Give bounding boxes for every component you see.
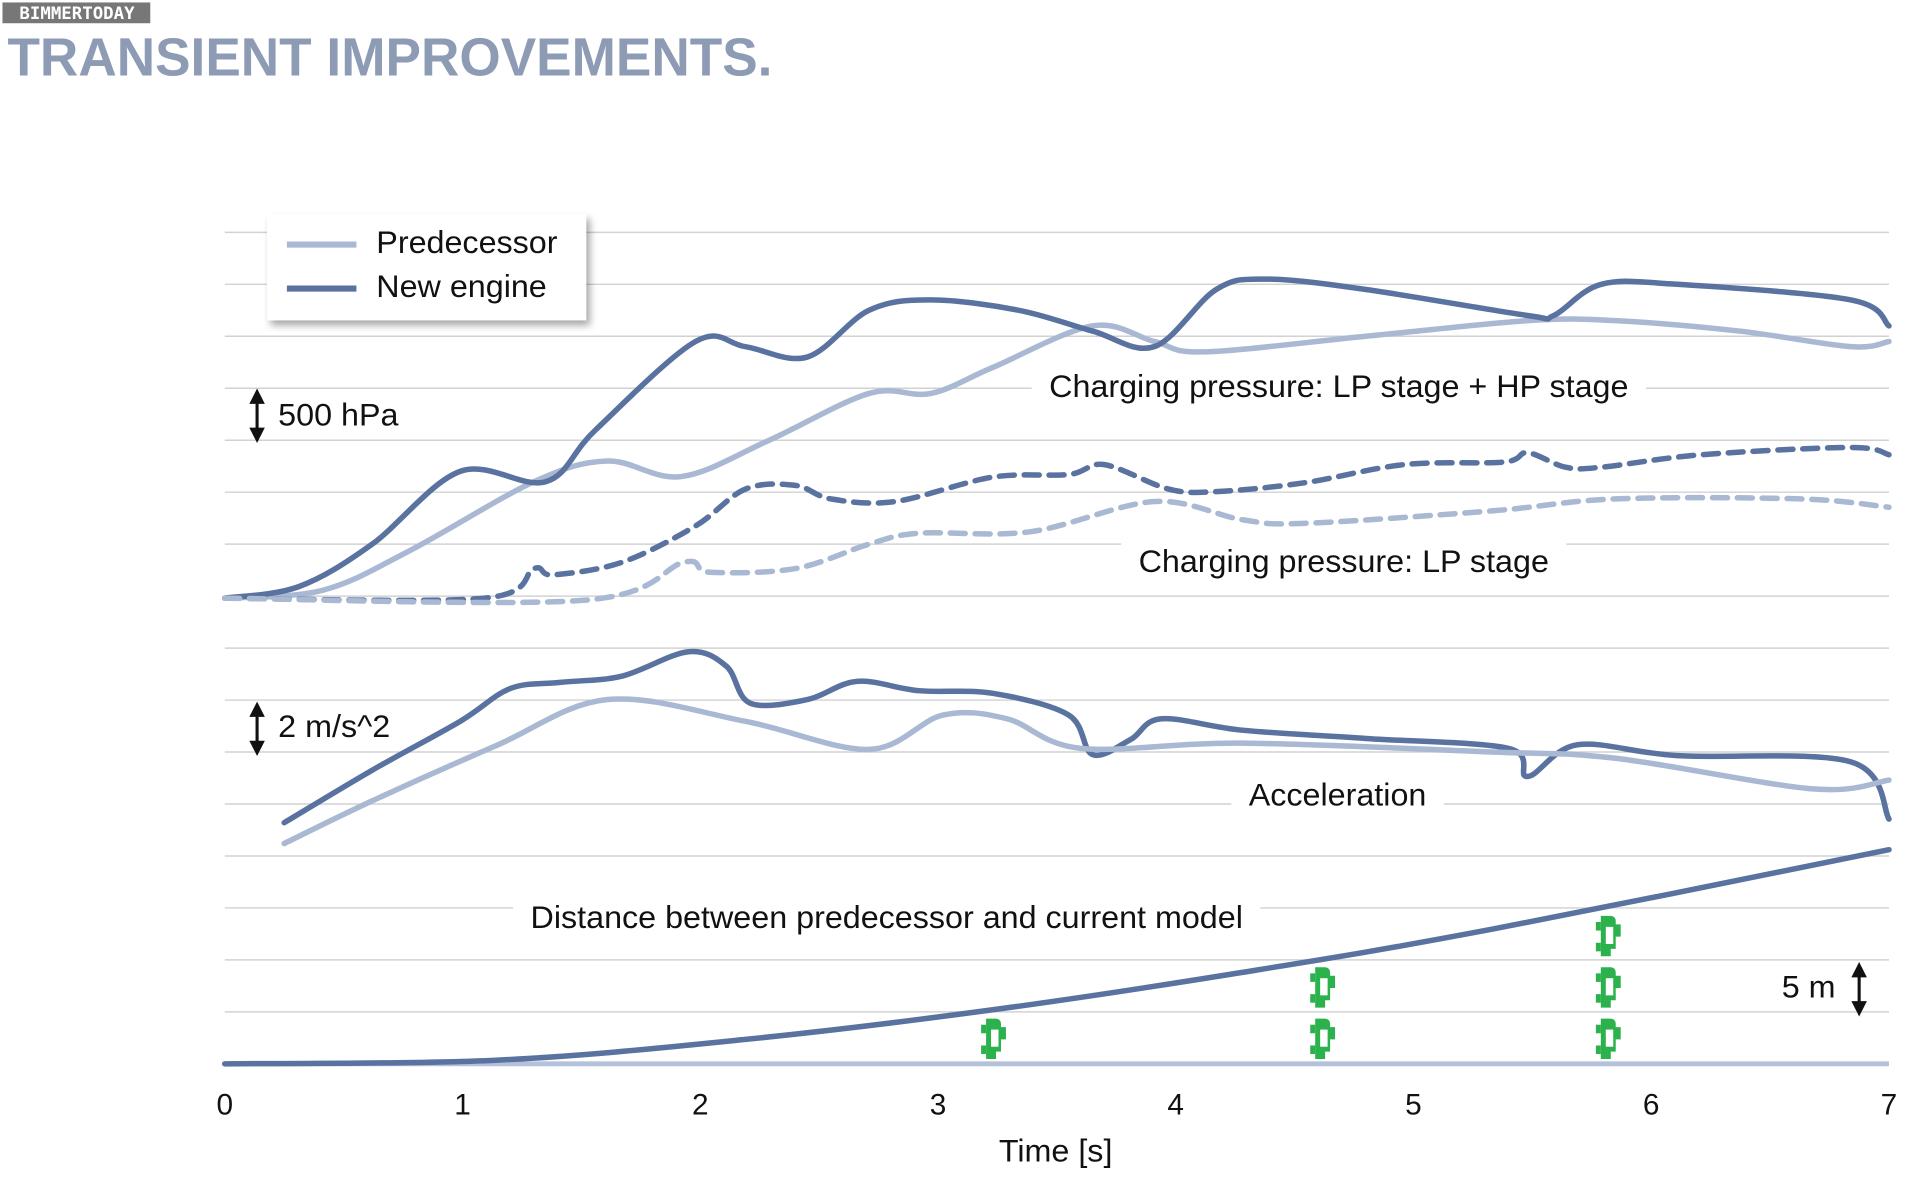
car-icon (1310, 1018, 1336, 1059)
annotation-bg (1031, 366, 1646, 407)
scale-label: 5 m (1782, 969, 1836, 1005)
car-wheel (1595, 1024, 1601, 1034)
annotation-bg (513, 896, 1261, 938)
car-window (1320, 978, 1328, 996)
car-wheel (981, 1045, 987, 1055)
annotation: Charging pressure: LP stage (1139, 543, 1549, 579)
car-window (1605, 1029, 1614, 1047)
series-line (221, 316, 1892, 601)
x-tick-label: 1 (454, 1089, 471, 1122)
car-wheel (1595, 973, 1601, 982)
car-icon (1595, 1018, 1621, 1059)
legend-label: Predecessor (376, 224, 558, 260)
car-window (1605, 978, 1614, 996)
x-tick-label: 3 (930, 1089, 947, 1122)
x-tick-label: 2 (692, 1089, 709, 1122)
legend: Predecessor New engine (267, 213, 587, 321)
watermark: BIMMERTODAY (19, 4, 135, 24)
annotation: Acceleration (1249, 777, 1427, 813)
x-tick-label: 5 (1405, 1089, 1422, 1122)
annotation: Distance between predecessor and current… (531, 899, 1243, 935)
series-line (281, 696, 1892, 847)
car-wheel (1310, 973, 1316, 982)
car-window (1320, 1029, 1328, 1047)
legend-label: New engine (376, 268, 546, 304)
x-axis-label: Time [s] (999, 1133, 1113, 1169)
annotation-bg (1121, 540, 1567, 582)
lines (221, 276, 1892, 1067)
scale-label: 2 m/s^2 (278, 708, 390, 744)
annotation-bg (1231, 774, 1444, 816)
car-icon (1595, 967, 1621, 1008)
car-icon (1595, 915, 1621, 957)
car-wheel (1595, 921, 1601, 931)
series-line (221, 444, 1892, 604)
series-line (281, 648, 1892, 826)
car-wheel (1310, 1024, 1316, 1034)
x-tick-label: 7 (1881, 1089, 1898, 1122)
series-line (221, 276, 1892, 601)
x-tick-label: 0 (216, 1089, 233, 1122)
series-line (221, 494, 1892, 606)
car-wheel (981, 1024, 987, 1034)
watermark-box (2, 2, 151, 24)
series-line (221, 846, 1892, 1067)
grid: 0 1 2 3 4 5 6 7 (216, 231, 1898, 1122)
chart-title: TRANSIENT IMPROVEMENTS. (7, 28, 772, 88)
car-icon (981, 1018, 1006, 1059)
car-window (991, 1029, 999, 1047)
legend-box (267, 213, 587, 321)
car-wheel (1595, 994, 1601, 1003)
annotation: Charging pressure: LP stage + HP stage (1049, 368, 1628, 404)
car-icons (981, 915, 1621, 1059)
annotations: Charging pressure: LP stage + HP stage Ch… (249, 366, 1867, 1017)
car-window (1605, 926, 1614, 944)
car-wheel (1595, 942, 1601, 952)
x-tick-label: 6 (1643, 1089, 1660, 1122)
car-wheel (1310, 994, 1316, 1003)
car-wheel (1310, 1045, 1316, 1055)
car-wheel (1595, 1045, 1601, 1055)
car-icon (1310, 967, 1336, 1008)
scale-label: 500 hPa (278, 397, 398, 433)
x-tick-label: 4 (1167, 1089, 1184, 1122)
